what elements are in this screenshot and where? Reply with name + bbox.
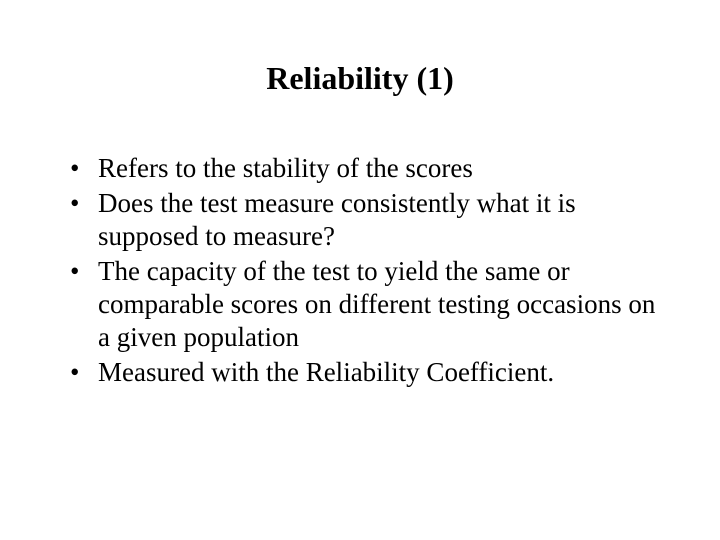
list-item: The capacity of the test to yield the sa… bbox=[70, 255, 660, 354]
bullet-list: Refers to the stability of the scores Do… bbox=[50, 152, 670, 389]
list-item: Measured with the Reliability Coefficien… bbox=[70, 356, 660, 389]
list-item: Refers to the stability of the scores bbox=[70, 152, 660, 185]
list-item: Does the test measure consistently what … bbox=[70, 187, 660, 253]
slide: Reliability (1) Refers to the stability … bbox=[0, 0, 720, 540]
slide-title: Reliability (1) bbox=[50, 60, 670, 97]
